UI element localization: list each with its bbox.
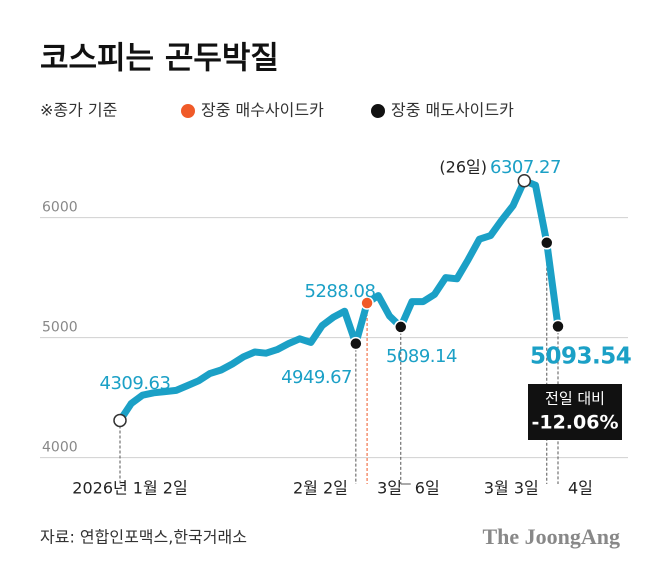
value-label: 4309.63	[100, 373, 171, 394]
x-tick-label: 2026년 1월 2일	[72, 479, 187, 498]
sidecar-marker	[551, 319, 565, 334]
value-label: 6307.27	[490, 157, 561, 178]
x-tick-label: 3일	[377, 479, 402, 498]
legend-marker	[181, 104, 195, 118]
y-tick-label: 4000	[42, 440, 78, 456]
y-tick-label: 5000	[42, 320, 78, 336]
brand: The JoongAng	[482, 524, 620, 549]
change-box	[528, 384, 622, 440]
value-label: 5093.54	[530, 344, 631, 370]
legend-label: 장중 매도사이드카	[391, 101, 514, 120]
y-tick-label: 6000	[42, 200, 78, 216]
legend: 장중 매수사이드카 장중 매도사이드카	[181, 101, 514, 120]
value-label: 5288.08	[305, 281, 376, 302]
plot: 2026년 1월 2일 2월 2일 3일 6일 3월 3일 4일 4309.63 4949.6…	[72, 157, 631, 498]
value-label: 5089.14	[386, 346, 457, 367]
open-marker	[517, 173, 532, 188]
value-label: 4949.67	[281, 367, 352, 388]
annotation: (26일)	[439, 158, 487, 177]
sidecar-marker	[360, 296, 374, 310]
line-series	[116, 177, 562, 424]
x-tick-label: 4일	[568, 479, 593, 498]
x-tick-label: 2월 2일	[293, 479, 348, 498]
sidecar-marker	[540, 236, 554, 250]
chart-title: 코스피는 곤두박질	[40, 41, 279, 77]
legend-marker	[371, 104, 385, 118]
sidecar-marker	[394, 320, 408, 334]
legend-label: 장중 매수사이드카	[201, 101, 324, 120]
annotation: -12.06%	[531, 412, 618, 434]
note: ※종가 기준	[40, 101, 117, 120]
x-tick-label: 6일	[415, 479, 440, 498]
source: 자료: 연합인포맥스,한국거래소	[40, 528, 247, 547]
open-marker	[113, 413, 127, 428]
x-tick-label: 3월 3일	[484, 479, 539, 498]
grid: 4000 5000 6000	[40, 200, 628, 459]
sidecar-marker	[349, 336, 363, 351]
annotation: 전일 대비	[545, 390, 605, 408]
